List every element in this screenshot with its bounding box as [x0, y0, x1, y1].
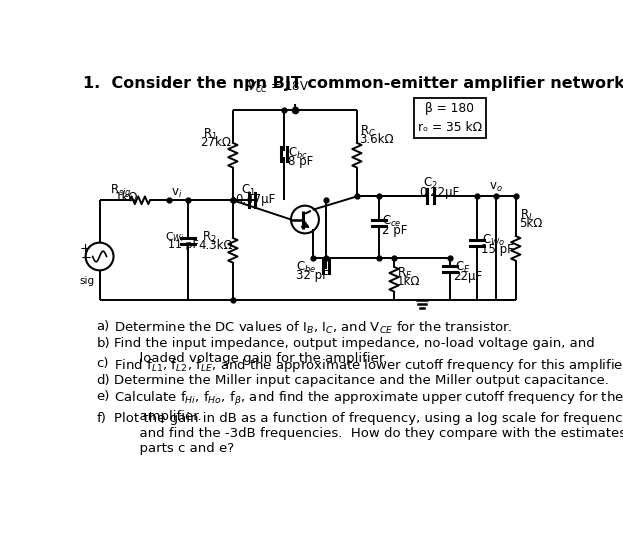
Text: −: − [81, 252, 92, 265]
Text: f): f) [97, 412, 107, 425]
Text: C$_{Wi}$: C$_{Wi}$ [164, 230, 184, 244]
Text: v$_i$: v$_i$ [171, 186, 182, 199]
Text: R$_E$: R$_E$ [397, 266, 412, 281]
Text: R$_L$: R$_L$ [520, 208, 535, 223]
Text: C$_{ce}$: C$_{ce}$ [383, 214, 402, 229]
Text: Determine the DC values of I$_B$, I$_C$, and V$_{CE}$ for the transistor.: Determine the DC values of I$_B$, I$_C$,… [113, 319, 512, 336]
Text: Calculate f$_{Hi}$, f$_{Ho}$, f$_\beta$, and find the approximate upper cutoff f: Calculate f$_{Hi}$, f$_{Ho}$, f$_\beta$,… [113, 390, 623, 424]
Text: Determine the Miller input capacitance and the Miller output capacitance.: Determine the Miller input capacitance a… [113, 373, 609, 387]
Text: C$_2$: C$_2$ [423, 176, 437, 192]
Text: Find f$_{L1}$, f$_{L2}$, f$_{LE}$, and the approximate lower cutoff frequency fo: Find f$_{L1}$, f$_{L2}$, f$_{LE}$, and t… [113, 357, 623, 373]
Text: 2 pF: 2 pF [382, 224, 407, 237]
Text: c): c) [97, 357, 109, 370]
Text: v$_o$: v$_o$ [488, 181, 502, 194]
Text: 1kΩ: 1kΩ [396, 275, 420, 288]
Text: a): a) [97, 319, 110, 333]
Text: C$_{Wo}$: C$_{Wo}$ [482, 233, 505, 248]
Text: 27kΩ: 27kΩ [201, 135, 231, 149]
Text: C$_E$: C$_E$ [455, 260, 470, 275]
Text: 4.3kΩ: 4.3kΩ [198, 239, 232, 252]
Text: 1kΩ: 1kΩ [115, 191, 138, 204]
Text: 8 pF: 8 pF [288, 155, 313, 168]
Text: 3.6kΩ: 3.6kΩ [359, 133, 394, 146]
Text: β = 180
rₒ = 35 kΩ: β = 180 rₒ = 35 kΩ [418, 102, 482, 134]
Text: 0.22μF: 0.22μF [419, 186, 459, 199]
Text: 5kΩ: 5kΩ [520, 217, 543, 230]
Text: R$_{sig}$: R$_{sig}$ [110, 182, 132, 199]
Text: C$_1$: C$_1$ [241, 183, 256, 198]
Text: C$_{bc}$: C$_{bc}$ [288, 146, 308, 161]
Text: sig: sig [79, 276, 95, 287]
Text: Plot the gain in dB as a function of frequency, using a log scale for frequency,: Plot the gain in dB as a function of fre… [113, 412, 623, 455]
Text: 32 pF: 32 pF [297, 269, 329, 282]
Text: 22μF: 22μF [453, 270, 482, 283]
Text: 11 pF: 11 pF [168, 240, 199, 250]
Text: 0.47μF: 0.47μF [235, 193, 275, 206]
Text: 1.  Consider the npn BJT common-emitter amplifier network shown below.: 1. Consider the npn BJT common-emitter a… [82, 76, 623, 91]
Text: R$_2$: R$_2$ [202, 229, 217, 245]
Text: R$_C$: R$_C$ [360, 124, 376, 139]
Text: $V_{CC}$ = 18V: $V_{CC}$ = 18V [247, 80, 309, 95]
Text: Find the input impedance, output impedance, no-load voltage gain, and
      load: Find the input impedance, output impedan… [113, 336, 594, 365]
Text: C$_{be}$: C$_{be}$ [297, 259, 316, 275]
Text: R$_1$: R$_1$ [204, 127, 218, 142]
Text: b): b) [97, 336, 110, 349]
Text: e): e) [97, 390, 110, 403]
Text: +: + [79, 242, 90, 256]
Text: 15 pF: 15 pF [481, 244, 513, 257]
Text: d): d) [97, 373, 110, 387]
